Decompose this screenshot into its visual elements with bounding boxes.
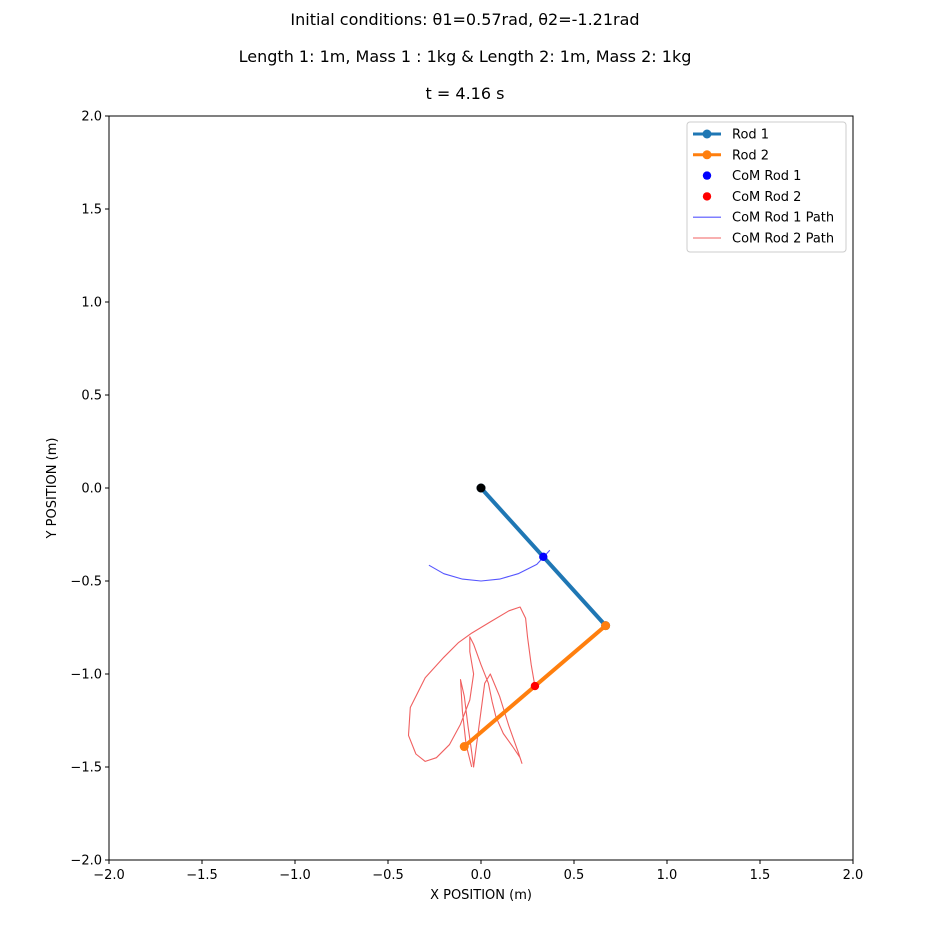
x-tick-label: −0.5 (372, 868, 404, 883)
y-tick-label: 2.0 (81, 110, 102, 125)
x-tick-label: 0.5 (564, 868, 585, 883)
x-tick-label: 1.5 (750, 868, 771, 883)
legend: Rod 1 Rod 2 CoM Rod 1 CoM Rod 2 CoM Rod 1 Pa… (686, 121, 847, 253)
com-rod-1-point (539, 552, 548, 562)
y-axis-ticks: −2.0 −1.5 −1.0 −0.5 0.0 0.5 1.0 1.5 2.0 (70, 110, 109, 869)
legend-marker-rod-1 (702, 129, 712, 139)
chart-title-initial-conditions: Initial conditions: θ1=0.57rad, θ2=-1.21… (290, 10, 640, 29)
com-rod-1-path-line (428, 549, 551, 582)
y-tick-label: −0.5 (70, 575, 102, 590)
y-tick-label: −1.0 (70, 668, 102, 683)
pivot-point (476, 483, 486, 493)
y-tick-label: 0.0 (81, 482, 102, 497)
x-axis-ticks: −2.0 −1.5 −1.0 −0.5 0.0 0.5 1.0 1.5 2.0 (93, 860, 863, 883)
x-tick-label: 0.0 (471, 868, 492, 883)
x-tick-label: −2.0 (93, 868, 125, 883)
y-tick-label: −1.5 (70, 761, 102, 776)
x-tick-label: 1.0 (657, 868, 678, 883)
legend-label-com-rod-2: CoM Rod 2 (732, 190, 801, 205)
legend-marker-com-rod-2 (702, 192, 712, 201)
y-tick-label: −2.0 (70, 854, 102, 869)
x-tick-label: −1.5 (186, 868, 218, 883)
plot-marks (407, 483, 611, 768)
legend-label-com-rod-1-path: CoM Rod 1 Path (732, 211, 834, 226)
y-tick-label: 1.0 (81, 296, 102, 311)
legend-box (686, 121, 847, 253)
x-tick-label: 2.0 (843, 868, 864, 883)
com-rod-2-point (530, 681, 540, 691)
x-axis-label: X POSITION (m) (430, 888, 532, 903)
rod-2-marker (601, 621, 611, 631)
y-tick-label: 1.5 (81, 203, 102, 218)
rod-2-marker (459, 742, 469, 752)
legend-marker-rod-2 (702, 150, 712, 160)
chart-subtitle-lengths-masses: Length 1: 1m, Mass 1 : 1kg & Length 2: 1… (238, 47, 692, 66)
legend-label-rod-1: Rod 1 (732, 128, 769, 143)
y-tick-label: 0.5 (81, 389, 102, 404)
legend-label-com-rod-2-path: CoM Rod 2 Path (732, 232, 834, 247)
x-tick-label: −1.0 (279, 868, 311, 883)
plot-frame (108, 115, 854, 861)
chart-subtitle-time: t = 4.16 s (425, 84, 505, 103)
legend-label-rod-2: Rod 2 (732, 148, 769, 163)
legend-label-com-rod-1: CoM Rod 1 (732, 169, 801, 184)
com-rod-2-path-line (407, 606, 536, 768)
y-axis-label: Y POSITION (m) (45, 438, 60, 540)
legend-marker-com-rod-1 (702, 171, 712, 180)
